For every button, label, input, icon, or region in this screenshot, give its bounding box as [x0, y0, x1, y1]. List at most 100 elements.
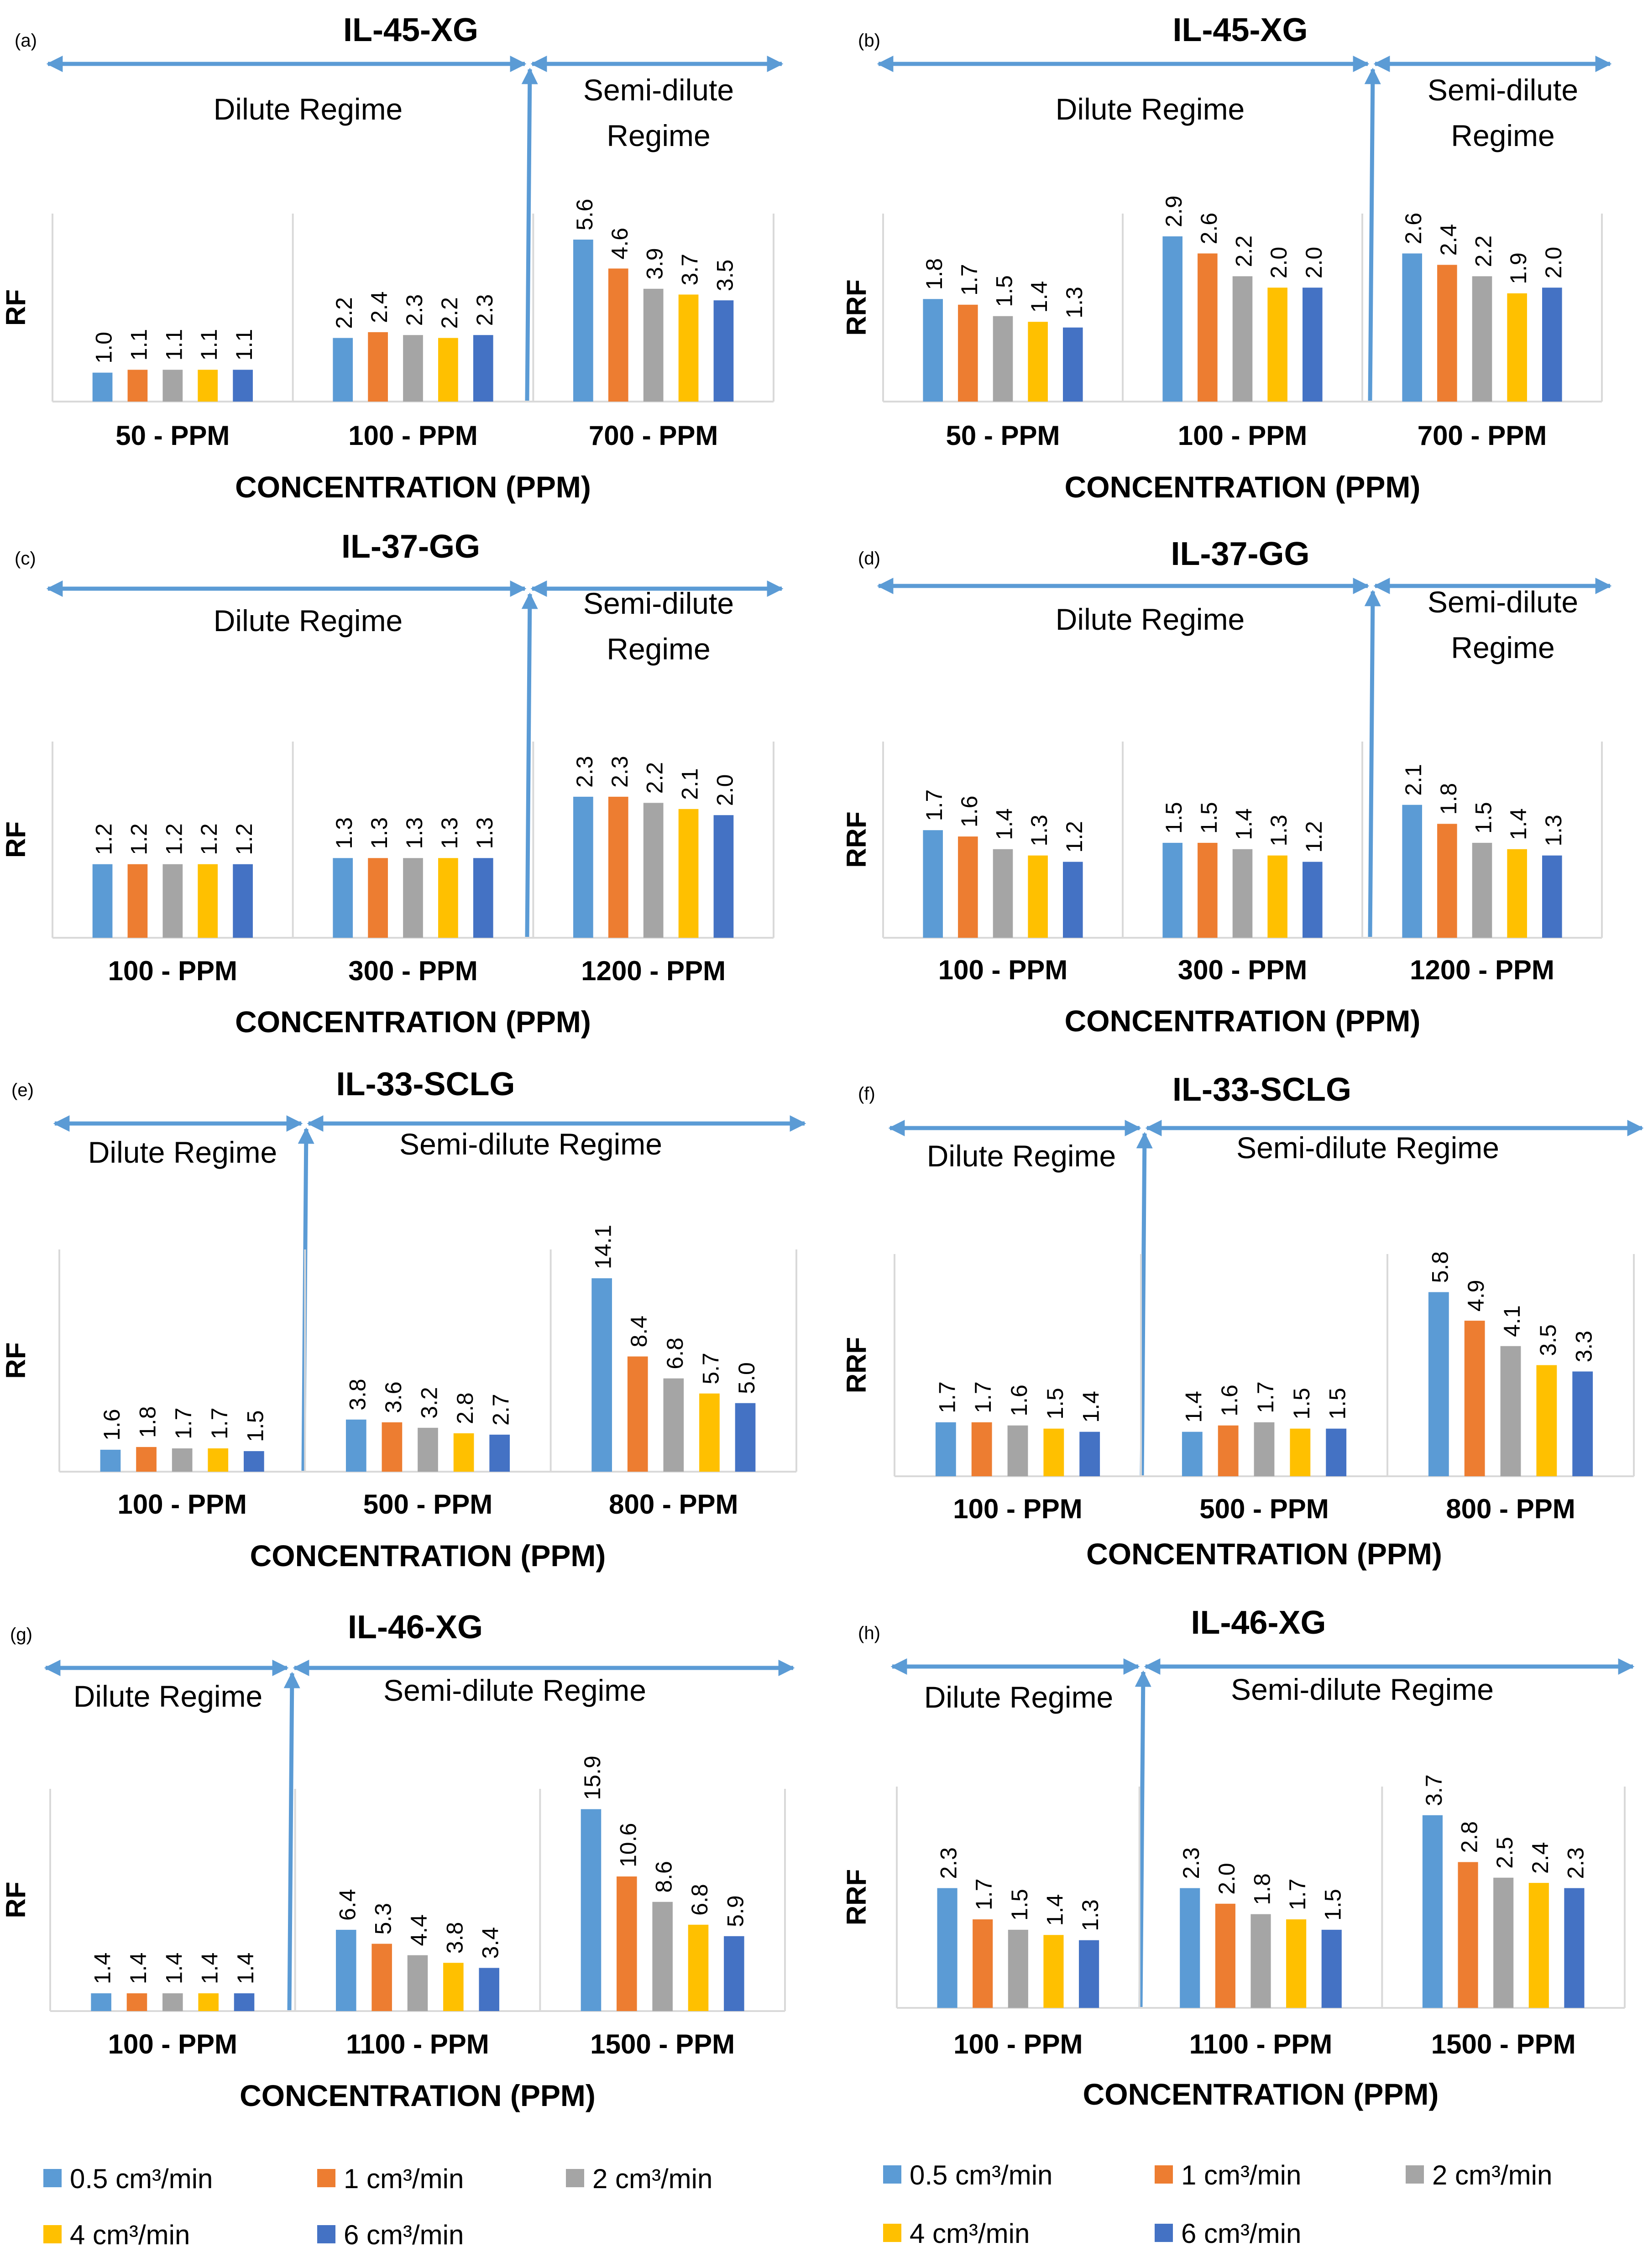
legend-label: 4 cm³/min: [910, 2218, 1030, 2249]
legend-swatch: [883, 2165, 901, 2184]
bar-value-label: 1.2: [161, 823, 187, 855]
bar-value-label: 1.7: [957, 264, 982, 296]
bar: [418, 1427, 438, 1472]
bar: [127, 864, 148, 938]
bar-value-label: 1.6: [1006, 1385, 1032, 1416]
bar-value-label: 2.9: [1161, 195, 1187, 227]
bar-value-label: 5.6: [572, 199, 597, 231]
bar: [1250, 1914, 1271, 2008]
bar: [1493, 1877, 1514, 2008]
bar-value-label: 1.7: [207, 1407, 232, 1439]
regime-divider-arrow: [521, 68, 538, 402]
category-tick-label: 700 - PPM: [1418, 420, 1547, 451]
bar: [1267, 287, 1287, 402]
bar: [438, 858, 458, 938]
y-axis-label: RF: [0, 1882, 31, 1918]
x-axis-label: CONCENTRATION (PPM): [240, 2079, 596, 2112]
legend-item: 6 cm³/min: [1155, 2218, 1301, 2249]
bar-value-label: 1.8: [1250, 1873, 1275, 1905]
bar: [1008, 1929, 1028, 2008]
bar-value-label: 1.4: [1078, 1391, 1104, 1423]
bar: [162, 370, 183, 402]
bar-value-label: 2.0: [1214, 1863, 1240, 1895]
bar: [1303, 862, 1323, 938]
bar: [127, 370, 148, 402]
x-axis-label: CONCENTRATION (PPM): [1065, 1004, 1421, 1038]
legend-label: 2 cm³/min: [592, 2163, 712, 2194]
bar-value-label: 2.2: [1471, 235, 1496, 267]
bar-value-label: 1.7: [971, 1878, 997, 1910]
bar-value-label: 1.7: [1253, 1381, 1278, 1413]
bar: [1182, 1432, 1203, 1476]
bar: [573, 240, 593, 402]
dilute-regime-label: Dilute Regime: [1056, 92, 1245, 126]
bar-value-label: 1.4: [161, 1953, 187, 1985]
bar-value-label: 2.3: [607, 756, 633, 788]
bar-value-label: 3.9: [642, 248, 668, 280]
bar: [1564, 1888, 1585, 2008]
category-tick-label: 1200 - PPM: [1410, 955, 1554, 985]
bar: [1542, 287, 1562, 402]
bar: [1528, 1883, 1549, 2008]
bar-value-label: 1.4: [1181, 1391, 1206, 1423]
bar: [958, 836, 978, 938]
bar: [713, 300, 734, 402]
bar: [126, 1993, 147, 2011]
category-tick-label: 300 - PPM: [1178, 955, 1307, 985]
bar: [627, 1356, 648, 1472]
legend-label: 2 cm³/min: [1432, 2160, 1552, 2190]
legend-label: 1 cm³/min: [344, 2163, 464, 2194]
category-tick-label: 100 - PPM: [348, 420, 477, 451]
bar: [473, 335, 493, 402]
bar: [923, 830, 943, 938]
chart-panel-g: (g) IL-46-XG Dilute Regime Semi-dilute Regi…: [0, 1609, 795, 2112]
bar: [1254, 1422, 1275, 1476]
bar-value-label: 1.1: [196, 329, 222, 361]
bar-value-label: 3.8: [442, 1922, 467, 1954]
bar: [1079, 1432, 1100, 1476]
bar: [1458, 1862, 1478, 2008]
legend-label: 6 cm³/min: [344, 2220, 464, 2250]
category-tick-label: 300 - PPM: [348, 956, 477, 986]
panel-label: (h): [858, 1623, 880, 1643]
bar-value-label: 4.4: [406, 1914, 432, 1946]
bar: [1572, 1371, 1593, 1476]
bar-value-label: 3.2: [417, 1387, 442, 1419]
bar-value-label: 2.0: [1541, 247, 1566, 279]
bar: [643, 803, 664, 938]
semi-dilute-regime-label: Semi-dilute Regime: [1236, 1131, 1499, 1165]
category-tick-label: 100 - PPM: [1178, 420, 1307, 451]
bar: [1162, 842, 1182, 938]
bar-value-label: 2.6: [1196, 213, 1222, 245]
category-tick-label: 100 - PPM: [953, 2029, 1083, 2059]
chart-title: IL-46-XG: [1191, 1604, 1326, 1641]
bar: [1422, 1815, 1443, 2008]
bar: [333, 338, 353, 402]
bar: [652, 1902, 673, 2011]
bar: [724, 1936, 744, 2011]
bar-value-label: 1.3: [1078, 1899, 1103, 1931]
bar-value-label: 1.8: [135, 1406, 161, 1438]
bar: [1437, 265, 1457, 402]
bar: [993, 849, 1013, 938]
category-tick-label: 1100 - PPM: [346, 2029, 489, 2059]
bar-value-label: 2.2: [331, 297, 357, 329]
bar: [591, 1278, 612, 1472]
bar: [368, 858, 388, 938]
bar-value-label: 1.7: [921, 789, 947, 821]
legend-item: 2 cm³/min: [1406, 2160, 1552, 2190]
bar: [1507, 293, 1527, 402]
bar-value-label: 1.2: [126, 823, 152, 855]
bar: [1286, 1919, 1307, 2008]
bar-value-label: 1.8: [1436, 783, 1461, 815]
bar: [198, 1993, 219, 2011]
category-tick-label: 700 - PPM: [589, 420, 718, 451]
legend-swatch: [317, 2169, 335, 2187]
panel-label: (g): [10, 1625, 32, 1645]
bar-value-label: 5.3: [371, 1903, 396, 1935]
bar-value-label: 1.5: [1161, 802, 1187, 834]
bar: [1500, 1346, 1521, 1476]
bar-value-label: 1.7: [970, 1381, 996, 1413]
panel-label: (f): [858, 1084, 875, 1104]
bar: [608, 796, 628, 938]
